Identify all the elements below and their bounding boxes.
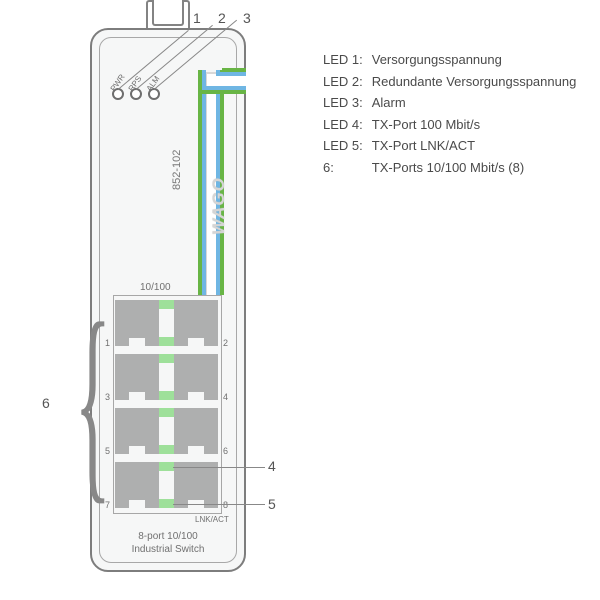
leader-4 [173, 467, 265, 468]
legend-row: 6:TX-Ports 10/100 Mbit/s (8) [322, 158, 577, 178]
port-6 [174, 408, 218, 454]
legend-text: TX-Ports 10/100 Mbit/s (8) [371, 158, 578, 178]
legend-text: Alarm [371, 93, 578, 113]
port-num-2: 2 [223, 338, 228, 348]
product-name-line2: Industrial Switch [132, 544, 205, 555]
brand-logo: WAGO [209, 177, 229, 235]
port-2-led-lnk [165, 337, 174, 346]
product-name-line1: 8-port 10/100 [138, 531, 198, 542]
port-4-led-lnk [165, 391, 174, 400]
legend: LED 1:Versorgungsspannung LED 2:Redundan… [320, 48, 579, 179]
din-rail-clip-inner [152, 0, 184, 26]
port-5-tab [129, 446, 145, 454]
port-6-tab [188, 446, 204, 454]
port-7-tab [129, 500, 145, 508]
port-4 [174, 354, 218, 400]
model-number: 852-102 [171, 150, 183, 190]
port-num-4: 4 [223, 392, 228, 402]
legend-text: TX-Port LNK/ACT [371, 136, 578, 156]
port-num-8: 8 [223, 500, 228, 510]
legend-table: LED 1:Versorgungsspannung LED 2:Redundan… [320, 48, 579, 179]
port-6-led-lnk [165, 445, 174, 454]
legend-row: LED 1:Versorgungsspannung [322, 50, 577, 70]
legend-key: LED 3: [322, 93, 369, 113]
stripe-bend-green2 [200, 90, 246, 102]
callout-3: 3 [243, 10, 251, 26]
port-2-tab [188, 338, 204, 346]
legend-row: LED 2:Redundante Versorgungsspannung [322, 72, 577, 92]
legend-key: LED 4: [322, 115, 369, 135]
callout-6: 6 [42, 395, 50, 411]
port-2-led-100 [165, 300, 174, 309]
legend-text: Redundante Versorgungsspannung [371, 72, 578, 92]
legend-row: LED 4:TX-Port 100 Mbit/s [322, 115, 577, 135]
port-4-tab [188, 392, 204, 400]
port-6-led-100 [165, 408, 174, 417]
callout-2: 2 [218, 10, 226, 26]
legend-key: LED 2: [322, 72, 369, 92]
leader-5 [173, 504, 265, 505]
port-8 [174, 462, 218, 508]
legend-text: TX-Port 100 Mbit/s [371, 115, 578, 135]
port-3-tab [129, 392, 145, 400]
legend-text: Versorgungsspannung [371, 50, 578, 70]
port-num-6: 6 [223, 446, 228, 456]
legend-key: LED 5: [322, 136, 369, 156]
diagram-stage: PWR RPS ALM 852-102 WAGO 10/100 1 2 3 [0, 0, 600, 600]
port-7 [115, 462, 159, 508]
port-2 [174, 300, 218, 346]
lnk-act-label: LNK/ACT [195, 515, 229, 524]
port-1 [115, 300, 159, 346]
product-name: 8-port 10/100 Industrial Switch [90, 530, 246, 556]
port-1-tab [129, 338, 145, 346]
port-5 [115, 408, 159, 454]
callout-4: 4 [268, 458, 276, 474]
legend-key: LED 1: [322, 50, 369, 70]
callout-5: 5 [268, 496, 276, 512]
speed-label: 10/100 [140, 282, 171, 293]
callout-1: 1 [193, 10, 201, 26]
legend-key: 6: [322, 158, 369, 178]
legend-row: LED 3:Alarm [322, 93, 577, 113]
brace-icon: { [74, 290, 111, 510]
port-4-led-100 [165, 354, 174, 363]
port-3 [115, 354, 159, 400]
legend-row: LED 5:TX-Port LNK/ACT [322, 136, 577, 156]
